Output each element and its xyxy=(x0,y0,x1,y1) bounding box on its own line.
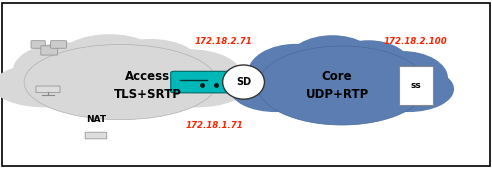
FancyBboxPatch shape xyxy=(51,41,66,48)
Ellipse shape xyxy=(326,40,411,90)
Ellipse shape xyxy=(363,66,454,112)
Ellipse shape xyxy=(279,78,356,119)
Ellipse shape xyxy=(286,35,378,90)
Ellipse shape xyxy=(137,49,242,101)
FancyBboxPatch shape xyxy=(31,41,45,48)
Text: 172.18.1.71: 172.18.1.71 xyxy=(185,121,243,130)
FancyBboxPatch shape xyxy=(85,132,107,139)
Ellipse shape xyxy=(104,75,192,114)
Ellipse shape xyxy=(328,78,404,119)
Ellipse shape xyxy=(49,75,137,114)
Ellipse shape xyxy=(248,44,344,101)
Ellipse shape xyxy=(103,39,199,87)
Text: SD: SD xyxy=(236,77,251,87)
Text: 172.18.2.71: 172.18.2.71 xyxy=(195,37,253,45)
FancyBboxPatch shape xyxy=(171,71,255,93)
Ellipse shape xyxy=(144,64,248,107)
Text: ss: ss xyxy=(410,81,421,90)
FancyBboxPatch shape xyxy=(399,66,433,105)
Ellipse shape xyxy=(24,44,217,120)
Ellipse shape xyxy=(222,65,265,99)
Text: Access
TLS+SRTP: Access TLS+SRTP xyxy=(114,70,182,101)
Text: Core
UDP+RTP: Core UDP+RTP xyxy=(306,70,369,101)
Ellipse shape xyxy=(230,66,321,112)
Ellipse shape xyxy=(356,51,448,106)
Ellipse shape xyxy=(13,42,123,97)
FancyBboxPatch shape xyxy=(41,46,58,55)
FancyBboxPatch shape xyxy=(36,86,60,93)
Ellipse shape xyxy=(257,46,426,125)
Text: NAT: NAT xyxy=(86,115,106,124)
Text: 172.18.2.100: 172.18.2.100 xyxy=(384,37,448,46)
Ellipse shape xyxy=(57,34,162,86)
Ellipse shape xyxy=(0,64,97,107)
